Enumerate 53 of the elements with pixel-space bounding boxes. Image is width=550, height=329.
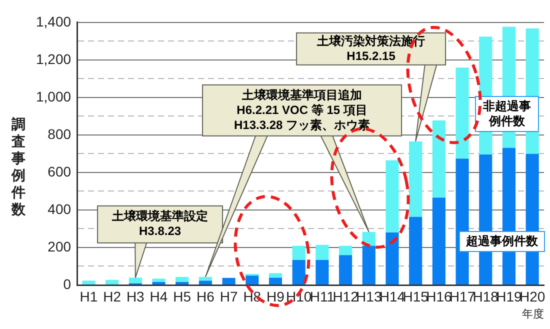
x-tick-label: H18 [472,288,499,304]
bar [386,232,399,284]
x-tick-label: H9 [266,288,285,304]
bar [362,246,376,284]
bar [292,260,306,284]
y-tick-label: 400 [48,200,72,217]
bar [222,278,236,284]
y-tick-label: 600 [48,163,72,180]
x-tick-label: H5 [173,288,192,304]
bar [456,68,469,159]
x-tick-label: H15 [402,288,429,304]
bar [339,255,352,284]
bar [106,280,119,284]
y-tick-label: 1,200 [36,50,72,67]
x-tick-label: H12 [332,288,359,304]
y-tick-label: 200 [48,238,72,254]
x-tick-label: H4 [150,288,168,304]
bar [316,260,329,284]
y-axis-title: 調査事例件数 [11,116,26,218]
bar [432,198,446,284]
x-tick-label: H17 [449,288,476,304]
bar [339,246,352,256]
y-tick-label: 1,000 [36,88,72,104]
bar [198,276,212,281]
x-tick-label: H11 [310,288,335,304]
bar [246,276,259,284]
series-label: 非超過事例件数 [475,96,540,132]
bar [268,278,282,284]
series-label: 超過事例件数 [459,231,546,252]
bar [316,244,329,260]
y-tick-label: 0 [63,276,72,292]
x-axis-title: 年度 [522,307,544,320]
x-tick-label: H14 [379,288,406,304]
bar [386,160,399,232]
bar [292,246,306,260]
y-tick-label: 800 [48,126,72,142]
bar [176,276,189,282]
x-tick-label: H1 [80,288,98,304]
x-tick-label: H7 [220,288,238,304]
x-tick-label: H13 [356,288,382,304]
bar [82,280,96,284]
bar [128,278,142,284]
x-tick-label: H6 [196,288,215,304]
y-tick-label: 1,400 [36,13,72,30]
bar [152,278,166,282]
x-tick-label: H2 [103,288,122,304]
bar [268,273,282,278]
bar [432,120,446,198]
bar [198,280,212,284]
x-tick-label: H16 [426,288,452,304]
bar [409,216,422,284]
annotation: 土壌環境基準設定 H3.8.23 [97,205,224,244]
x-tick-label: H3 [126,288,145,304]
